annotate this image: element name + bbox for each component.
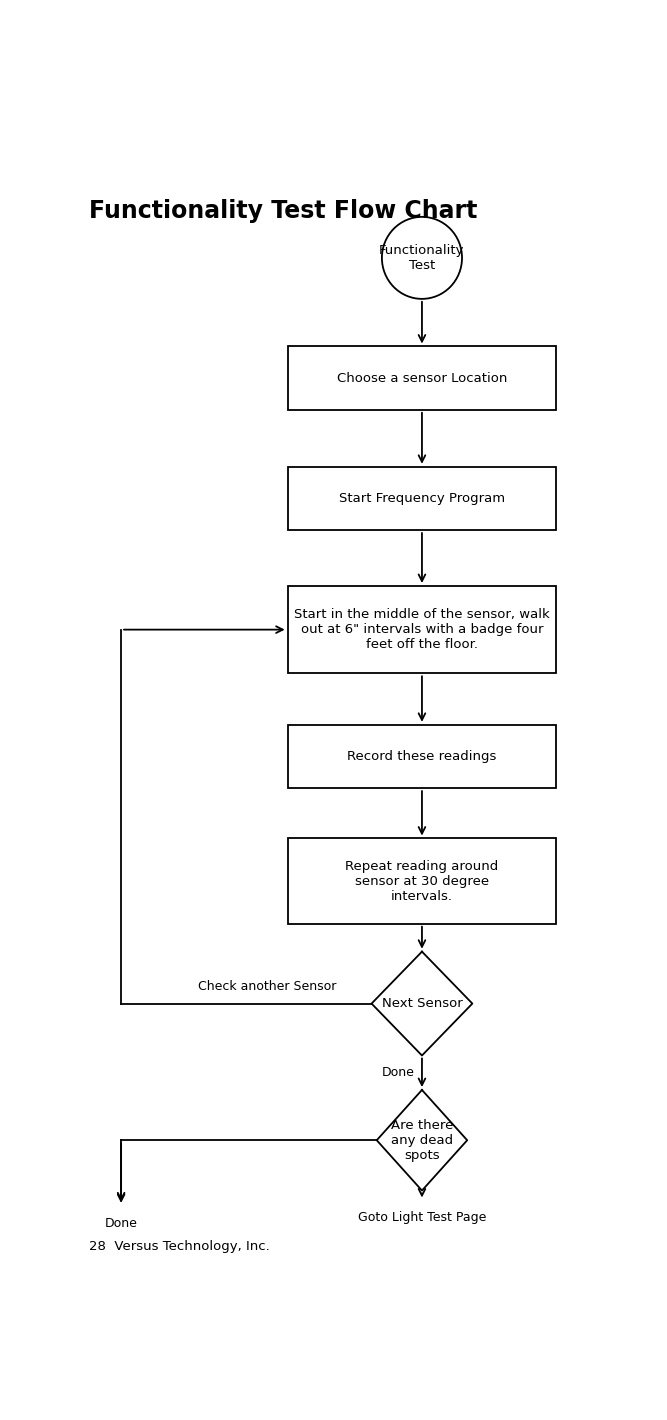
- Text: Check another Sensor: Check another Sensor: [198, 980, 336, 993]
- Text: Goto Light Test Page: Goto Light Test Page: [358, 1211, 486, 1224]
- Text: Next Sensor: Next Sensor: [382, 997, 462, 1010]
- Bar: [287, 346, 556, 410]
- Text: Start Frequency Program: Start Frequency Program: [339, 491, 505, 506]
- Text: Done: Done: [382, 1066, 414, 1079]
- Bar: [287, 586, 556, 673]
- Bar: [287, 838, 556, 924]
- Text: Are there
any dead
spots: Are there any dead spots: [391, 1119, 453, 1162]
- Text: Start in the middle of the sensor, walk
out at 6" intervals with a badge four
fe: Start in the middle of the sensor, walk …: [294, 608, 550, 652]
- Text: Choose a sensor Location: Choose a sensor Location: [337, 372, 507, 385]
- Text: Done: Done: [105, 1217, 137, 1230]
- Text: Repeat reading around
sensor at 30 degree
intervals.: Repeat reading around sensor at 30 degre…: [346, 859, 499, 903]
- Text: Record these readings: Record these readings: [348, 750, 497, 763]
- Text: 28  Versus Technology, Inc.: 28 Versus Technology, Inc.: [89, 1240, 269, 1252]
- Text: Functionality
Test: Functionality Test: [380, 244, 465, 271]
- Bar: [287, 724, 556, 788]
- Text: Functionality Test Flow Chart: Functionality Test Flow Chart: [89, 199, 477, 223]
- Bar: [287, 467, 556, 530]
